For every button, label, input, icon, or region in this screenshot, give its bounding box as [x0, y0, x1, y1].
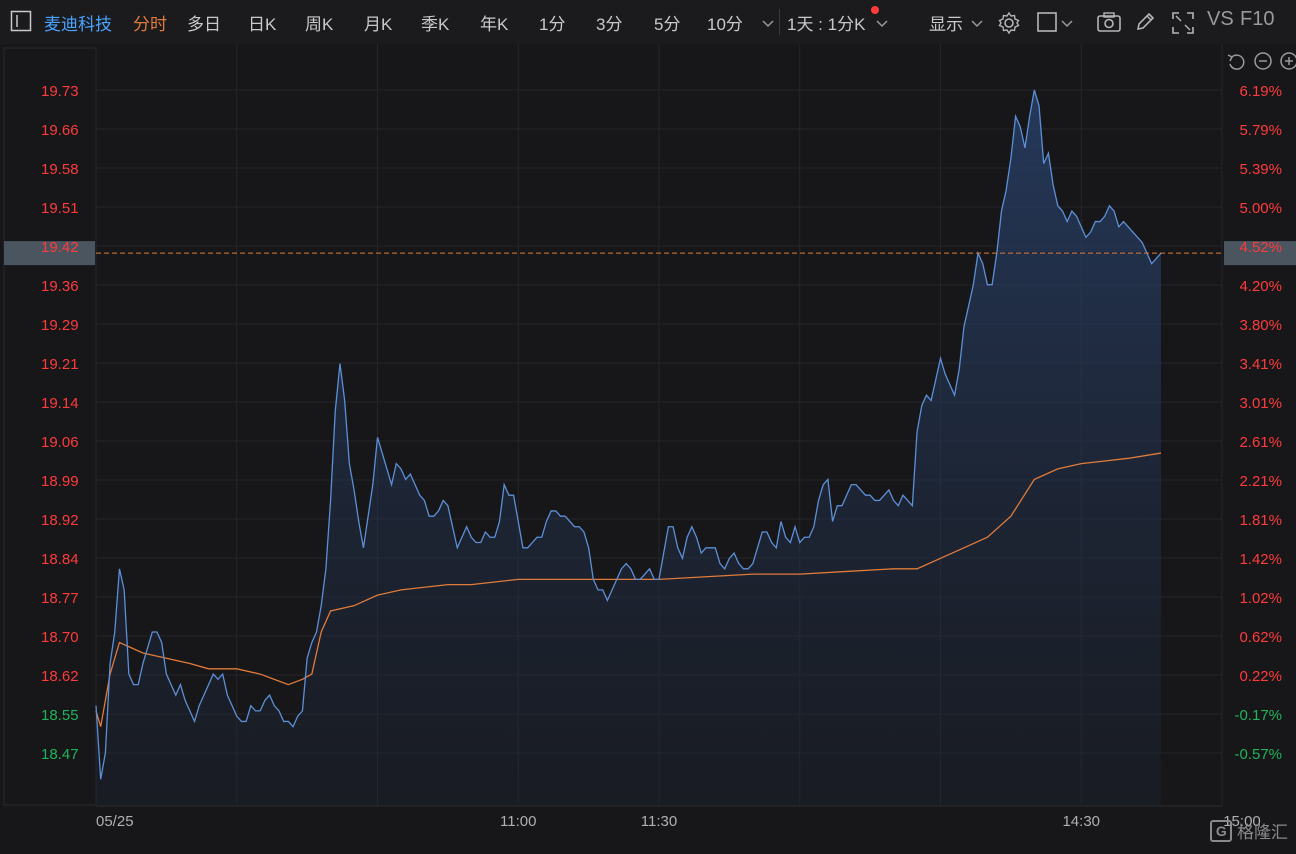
x-tick-label: 11:30 [641, 813, 677, 830]
y-tick-label-right: 3.80% [1239, 317, 1282, 334]
chart-controls [1227, 52, 1296, 70]
vs-button[interactable]: VS [1207, 8, 1234, 30]
y-tick-label-left: 19.29 [41, 317, 79, 334]
zoom-in-icon[interactable] [1280, 52, 1296, 70]
x-axis-labels: 05/25 11:00 11:30 14:30 15:00 [96, 813, 1261, 830]
tab-monthly-k[interactable]: 月K [364, 15, 393, 34]
gear-icon[interactable] [997, 11, 1021, 40]
y-tick-label-left: 19.42 [41, 239, 79, 256]
range-select[interactable]: 1天 : 1分K [787, 15, 866, 34]
display-button[interactable]: 显示 [929, 15, 963, 34]
y-tick-label-right: 3.01% [1239, 395, 1282, 412]
y-tick-label-right: 0.22% [1239, 668, 1282, 685]
y-tick-label-right: 2.61% [1239, 434, 1282, 451]
x-tick-label: 11:00 [500, 813, 536, 830]
notification-dot-icon [871, 1, 879, 19]
tab-10min[interactable]: 10分 [707, 15, 743, 34]
y-tick-label-left: 18.47 [41, 746, 79, 763]
toolbar-divider [779, 9, 780, 35]
fullscreen-icon[interactable] [1171, 11, 1195, 40]
y-tick-label-right: 1.81% [1239, 512, 1282, 529]
y-tick-label-right: 5.00% [1239, 200, 1282, 217]
panel-toggle-icon[interactable] [10, 10, 32, 37]
y-tick-label-left: 18.92 [41, 512, 79, 529]
intraday-chart[interactable]: 19.73 6.19% 19.66 5.79% 19.58 5.39% 19.51 5.00%… [0, 44, 1296, 849]
y-tick-label-right: 5.79% [1239, 122, 1282, 139]
y-tick-label-right: 1.02% [1239, 590, 1282, 607]
y-tick-label-right: 1.42% [1239, 551, 1282, 568]
watermark-text: 格隆汇 [1237, 823, 1288, 842]
y-tick-label-left: 18.77 [41, 590, 79, 607]
chart-area[interactable]: 19.73 6.19% 19.66 5.79% 19.58 5.39% 19.51 5.00%… [0, 44, 1296, 849]
undo-icon[interactable] [1227, 54, 1245, 70]
y-axis-labels: 19.73 6.19% 19.66 5.79% 19.58 5.39% 19.51 5.00%… [41, 83, 1282, 763]
tab-weekly-k[interactable]: 周K [305, 15, 334, 34]
tab-3min[interactable]: 3分 [596, 15, 623, 34]
y-tick-label-right: 2.21% [1239, 473, 1282, 490]
y-tick-label-right: 5.39% [1239, 161, 1282, 178]
y-tick-label-right: 4.20% [1239, 278, 1282, 295]
watermark-logo-icon: G [1210, 819, 1233, 842]
current-price-tag-right [1224, 241, 1296, 266]
avg-price-line [95, 452, 1162, 727]
line-layer [95, 89, 1162, 780]
square-icon[interactable] [1036, 11, 1058, 38]
y-tick-label-left: 19.66 [41, 122, 79, 139]
y-tick-label-left: 19.73 [41, 83, 79, 100]
camera-icon[interactable] [1096, 11, 1122, 38]
stock-name[interactable]: 麦迪科技 [44, 15, 112, 34]
y-tick-label-right: -0.57% [1234, 746, 1282, 763]
f10-button[interactable]: F10 [1240, 8, 1275, 30]
y-tick-label-right: 0.62% [1239, 629, 1282, 646]
y-tick-label-left: 19.58 [41, 161, 79, 178]
toolbar: 麦迪科技 分时 多日 日K 周K 月K 季K 年K 1分 3分 5分 10分 1… [0, 0, 1296, 45]
current-price-tag-left [4, 241, 95, 266]
tab-5min[interactable]: 5分 [654, 15, 681, 34]
tab-daily-k[interactable]: 日K [248, 15, 277, 34]
price-area [96, 90, 1162, 806]
display-chevron-icon[interactable] [971, 16, 983, 34]
y-tick-label-left: 18.70 [41, 629, 79, 646]
tab-yearly-k[interactable]: 年K [480, 15, 509, 34]
price-line [95, 89, 1162, 780]
y-tick-label-right: 6.19% [1239, 83, 1282, 100]
y-tick-label-right: 4.52% [1239, 239, 1282, 256]
y-tick-label-right: 3.41% [1239, 356, 1282, 373]
y-tick-label-left: 19.51 [41, 200, 79, 217]
y-tick-label-left: 19.36 [41, 278, 79, 295]
y-tick-label-left: 18.84 [41, 551, 79, 568]
left-axis-frame [3, 47, 97, 806]
tab-quarterly-k[interactable]: 季K [421, 15, 450, 34]
more-chevron-icon[interactable] [762, 16, 774, 34]
x-tick-label: 05/25 [96, 813, 134, 830]
x-tick-label: 14:30 [1062, 813, 1100, 830]
area-fill-layer [96, 90, 1162, 806]
y-tick-label-left: 19.06 [41, 434, 79, 451]
tab-fenshi[interactable]: 分时 [133, 15, 167, 34]
watermark: G 格隆汇 [1210, 818, 1288, 843]
x-tick-label: 15:00 [1223, 813, 1261, 830]
y-tick-label-left: 19.14 [41, 395, 79, 412]
square-chevron-icon[interactable] [1061, 16, 1073, 34]
zoom-out-icon[interactable] [1254, 52, 1272, 70]
pencil-icon[interactable] [1134, 11, 1156, 38]
y-tick-label-left: 18.62 [41, 668, 79, 685]
tab-1min[interactable]: 1分 [539, 15, 566, 34]
y-tick-label-left: 19.21 [41, 356, 79, 373]
range-chevron-icon[interactable] [876, 16, 888, 34]
y-tick-label-left: 18.55 [41, 707, 79, 724]
y-tick-label-left: 18.99 [41, 473, 79, 490]
y-tick-label-right: -0.17% [1234, 707, 1282, 724]
tab-multi-day[interactable]: 多日 [187, 15, 221, 34]
reference-layer [4, 241, 1296, 266]
